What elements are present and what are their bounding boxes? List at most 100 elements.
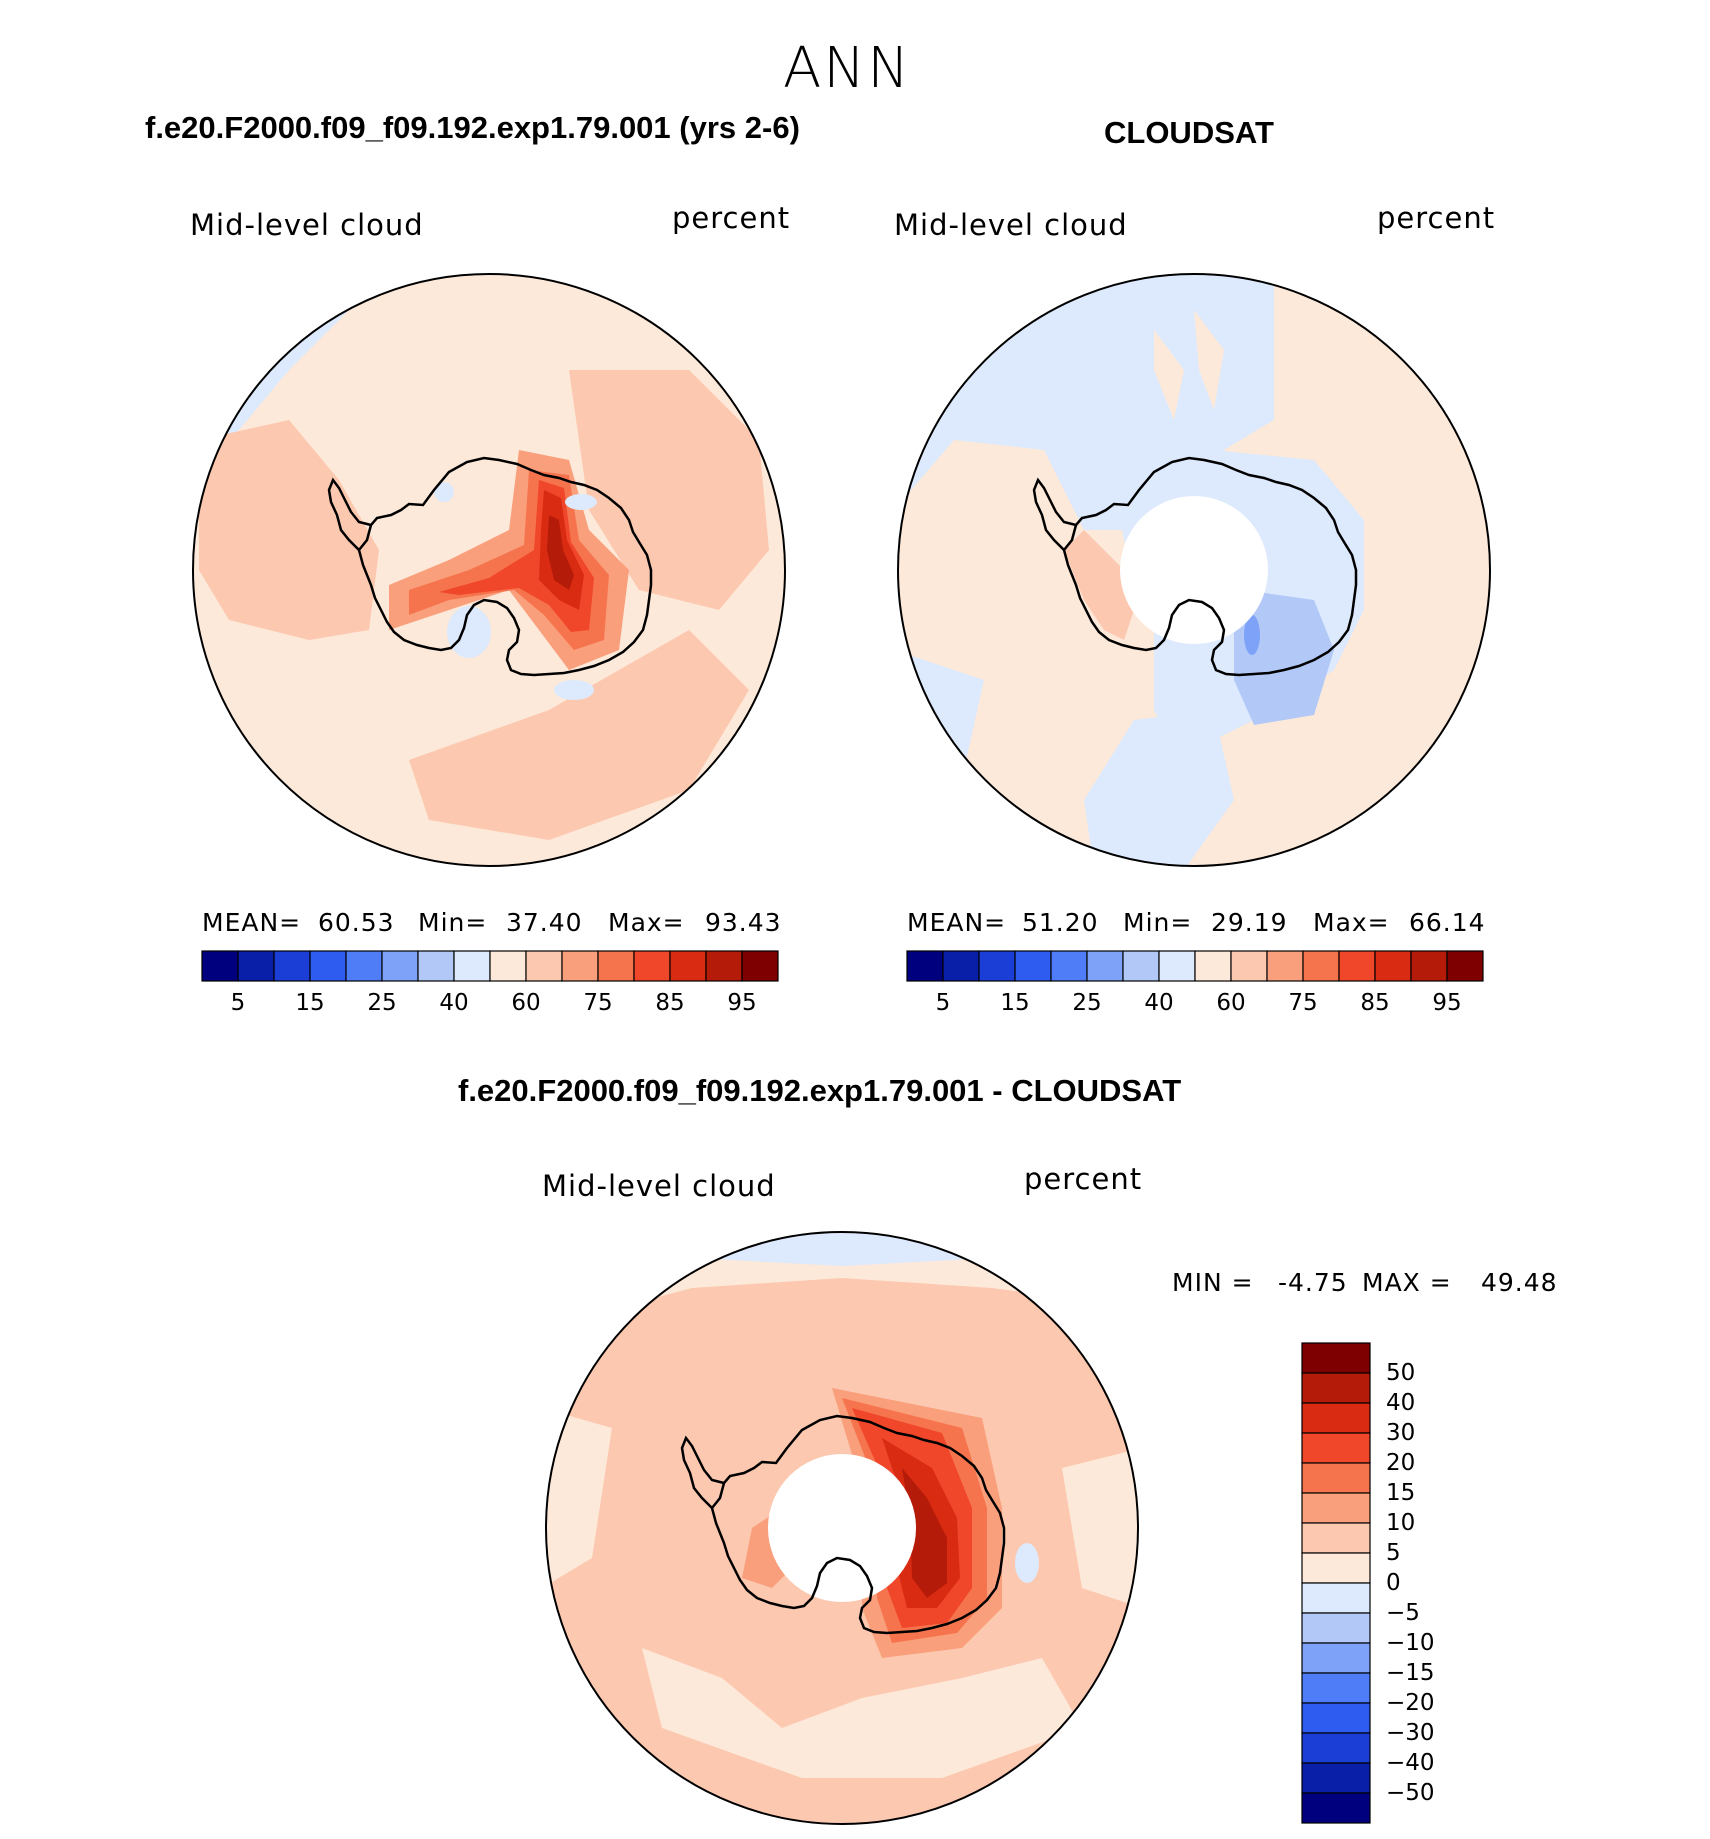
panel-3-colorbar-tick-label: 40 [1386,1390,1416,1416]
panel-1-title: f.e20.F2000.f09_f09.192.exp1.79.001 (yrs… [145,110,800,145]
panel-2-colorbar-ticks: 5 15 25 40 60 75 85 95 [907,990,1483,1020]
panel-2-min-label: Min= [1123,908,1193,937]
panel-3-colorbar-tick-label: −10 [1386,1630,1435,1656]
panel-3-max-label: MAX = [1362,1268,1452,1297]
panel-3-colorbar-swatch-9 [1301,1612,1371,1644]
panel-2-mean-label: MEAN= [907,908,1007,937]
panel-1-mean-value: 60.53 [318,908,395,937]
panel-3-blue-top-edge [692,1232,992,1266]
panel-1-min-label: Min= [418,908,488,937]
panel-3-colorbar-tick-label: −50 [1386,1780,1435,1806]
panel-1-blue-spot-3 [554,680,594,700]
panel-3-colorbar-tick-label: −30 [1386,1720,1435,1746]
panel-2-missing-data-hole [1120,496,1268,644]
panel-2-colorbar-tick-label: 75 [1288,990,1318,1016]
panel-3-min-value: -4.75 [1278,1268,1348,1297]
panel-3-colorbar-swatch-1 [1301,1372,1371,1404]
panel-1-colorbar-tick-label: 25 [367,990,397,1016]
panel-1-colorbar-tick-label: 75 [583,990,613,1016]
panel-2-colorbar-swatch-10 [1266,950,1304,982]
panel-3-crimson [902,1468,947,1598]
panel-3-colorbar-swatch-3 [1301,1432,1371,1464]
panel-2-mean-value: 51.20 [1022,908,1099,937]
panel-3-colorbar-tick-label: 10 [1386,1510,1416,1536]
panel-3-blue-spot [1015,1543,1039,1583]
panel-1-map-border [192,273,786,867]
panel-1-colorbar-swatch-10 [561,950,599,982]
panel-2-colorbar-swatch-11 [1302,950,1340,982]
panel-2-colorbar [906,950,1484,982]
panel-1-map [192,273,786,867]
panel-2-colorbar-tick-label: 40 [1144,990,1174,1016]
panel-3-colorbar-swatch-0 [1301,1342,1371,1374]
panel-2-colorbar-swatch-2 [978,950,1016,982]
panel-1-colorbar-swatch-12 [633,950,671,982]
panel-1-units-label: percent [672,201,791,235]
panel-3-colorbar-swatch-6 [1301,1522,1371,1554]
panel-3-units-label: percent [1024,1162,1143,1196]
panel-2-colorbar-swatch-15 [1446,950,1484,982]
panel-1-colorbar-swatch-0 [201,950,239,982]
panel-3-colorbar-tick-label: 5 [1386,1540,1401,1566]
panel-1-colorbar-tick-label: 15 [295,990,325,1016]
panel-3-title: f.e20.F2000.f09_f09.192.exp1.79.001 - CL… [458,1073,1182,1108]
panel-3-colorbar-swatch-10 [1301,1642,1371,1674]
panel-2-map [897,273,1491,867]
panel-2-colorbar-swatch-12 [1338,950,1376,982]
panel-3-variable-label: Mid-level cloud [542,1169,776,1203]
panel-1-max-label: Max= [608,908,685,937]
panel-2-colorbar-tick-label: 60 [1216,990,1246,1016]
panel-3-colorbar-swatch-14 [1301,1762,1371,1794]
panel-1-colorbar-swatch-5 [381,950,419,982]
panel-1-salmon-bottom [409,630,749,840]
panel-1-colorbar-swatch-8 [489,950,527,982]
panel-3-colorbar-tick-label: 20 [1386,1450,1416,1476]
panel-2-max-label: Max= [1313,908,1390,937]
panel-2-colorbar-swatch-13 [1374,950,1412,982]
panel-2-map-border [897,273,1491,867]
panel-3-colorbar-swatch-2 [1301,1402,1371,1434]
panel-3-colorbar-tick-label: −40 [1386,1750,1435,1776]
panel-3-colorbar-swatch-15 [1301,1792,1371,1824]
panel-3-min-label: MIN = [1172,1268,1254,1297]
panel-1-colorbar-swatch-11 [597,950,635,982]
panel-3-colorbar-swatch-12 [1301,1702,1371,1734]
panel-2-colorbar-swatch-6 [1122,950,1160,982]
panel-1-min-value: 37.40 [506,908,583,937]
page-title: ANN [783,36,912,101]
panel-3-missing-data-hole [768,1454,916,1602]
panel-2-colorbar-tick-label: 95 [1432,990,1462,1016]
panel-2-min-value: 29.19 [1211,908,1288,937]
panel-3-colorbar-tick-label: −20 [1386,1690,1435,1716]
panel-1-blue-edge-2 [193,720,249,866]
panel-2-colorbar-tick-label: 85 [1360,990,1390,1016]
panel-3-light-left [546,1408,612,1588]
panel-1-colorbar-swatch-2 [273,950,311,982]
panel-1-colorbar-ticks: 5 15 25 40 60 75 85 95 [202,990,778,1020]
panel-2-colorbar-swatch-8 [1194,950,1232,982]
panel-1-colorbar-swatch-13 [669,950,707,982]
panel-2-max-value: 66.14 [1409,908,1486,937]
panel-3-colorbar-swatch-5 [1301,1492,1371,1524]
panel-3-colorbar-tick-label: −5 [1386,1600,1420,1626]
panel-1-colorbar-swatch-6 [417,950,455,982]
panel-1-max-value: 93.43 [705,908,782,937]
panel-2-colorbar-swatch-0 [906,950,944,982]
panel-3-colorbar-tick-label: 0 [1386,1570,1401,1596]
panel-2-colorbar-swatch-9 [1230,950,1268,982]
panel-2-colorbar-swatch-5 [1086,950,1124,982]
panel-3-map [545,1231,1139,1825]
panel-3-blue-lower-left [546,1728,602,1824]
panel-2-colorbar-tick-label: 5 [935,990,951,1016]
panel-2-blue-mid [1234,590,1334,725]
panel-3-colorbar-swatch-11 [1301,1672,1371,1704]
panel-2-colorbar-swatch-1 [942,950,980,982]
panel-2-colorbar-swatch-7 [1158,950,1196,982]
panel-3-colorbar-swatch-13 [1301,1732,1371,1764]
panel-2-salmon-top [1154,330,1184,420]
panel-1-colorbar-tick-label: 85 [655,990,685,1016]
panel-2-salmon-top-2 [1194,310,1224,410]
panel-1-colorbar [201,950,779,982]
panel-2-colorbar-tick-label: 15 [1000,990,1030,1016]
panel-3-colorbar-swatch-7 [1301,1552,1371,1584]
